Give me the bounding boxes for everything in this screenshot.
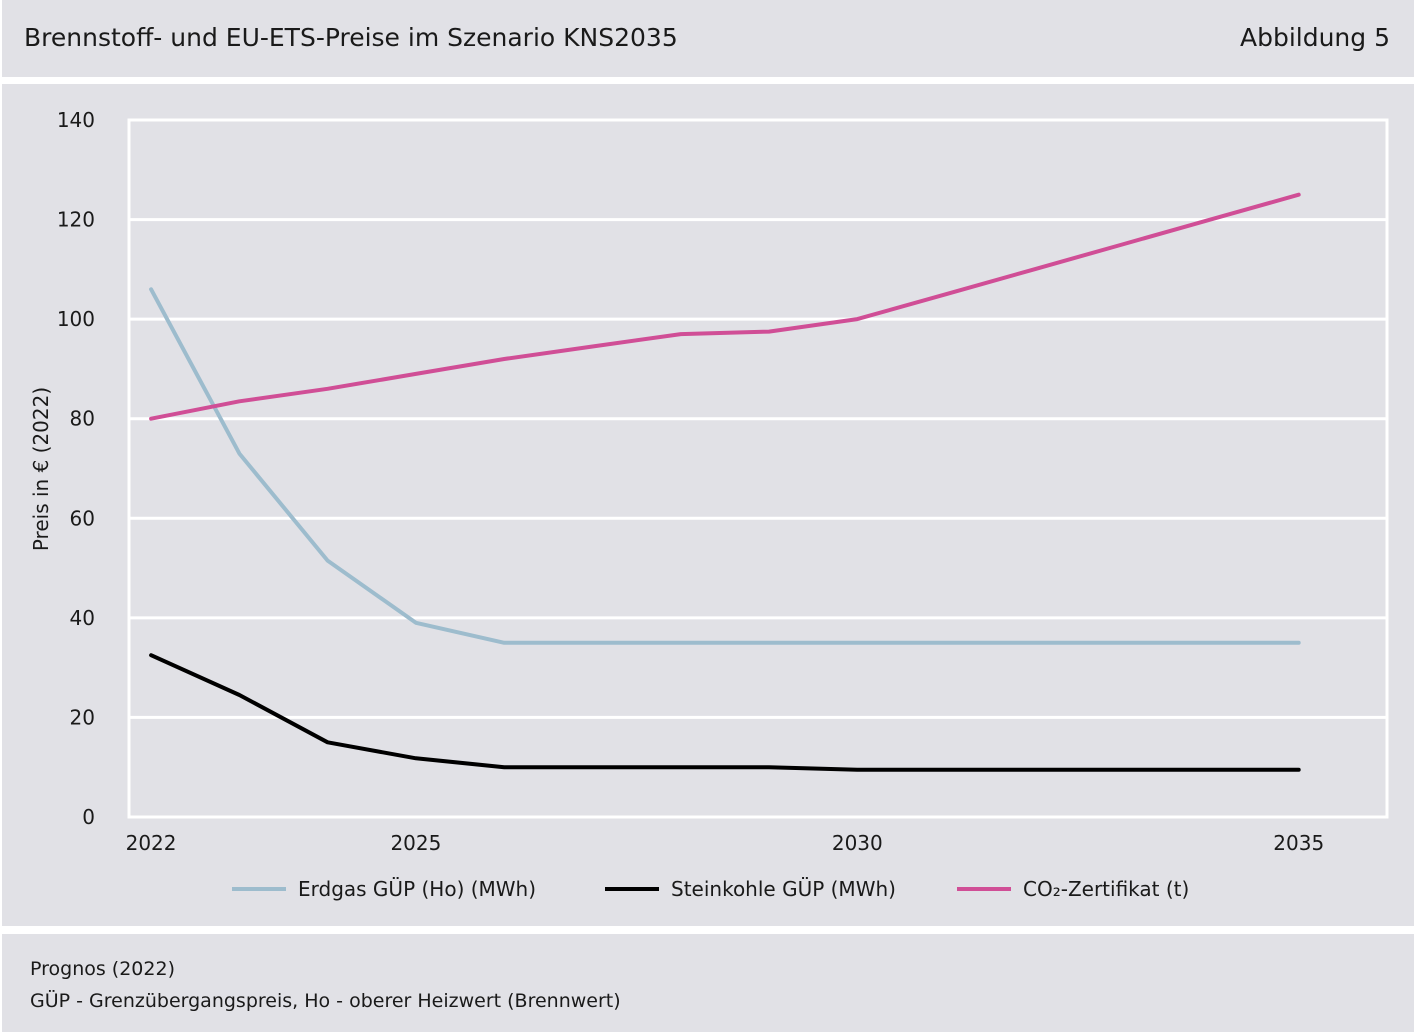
source-note: Prognos (2022)	[30, 958, 175, 980]
series-line-3	[149, 192, 1301, 421]
legend-label: Erdgas GÜP (Ho) (MWh)	[298, 877, 536, 901]
footer-bar: Prognos (2022) GÜP - Grenzübergangspreis…	[2, 934, 1414, 1032]
plot-frame	[127, 118, 1389, 819]
x-tick-label: 2030	[832, 831, 883, 855]
y-axis-label: Preis in € (2022)	[29, 387, 53, 551]
y-tick-label: 20	[70, 705, 95, 729]
y-tick-label: 80	[70, 407, 95, 431]
x-tick-label: 2025	[390, 831, 441, 855]
legend-label: Steinkohle GÜP (MWh)	[671, 877, 896, 901]
y-tick-label: 120	[57, 208, 95, 232]
series-line-2	[149, 653, 1301, 772]
legend-label: CO₂-Zertifikat (t)	[1023, 877, 1189, 901]
y-tick-label: 140	[57, 108, 95, 132]
x-tick-label: 2035	[1273, 831, 1324, 855]
header-bar: Brennstoff- und EU-ETS-Preise im Szenari…	[2, 0, 1414, 77]
line-chart: 0 20 40 60 80 100 120 140 2022 2025 2030 2035 Preis …	[29, 108, 1389, 901]
y-tick-label: 40	[70, 606, 95, 630]
figure-label: Abbildung 5	[1239, 23, 1390, 52]
chart-panel: 0 20 40 60 80 100 120 140 2022 2025 2030 2035 Preis …	[2, 84, 1414, 926]
y-tick-label: 60	[70, 506, 95, 530]
y-tick-label: 100	[57, 307, 95, 331]
y-tick-label: 0	[82, 805, 95, 829]
abbreviation-note: GÜP - Grenzübergangspreis, Ho - oberer H…	[30, 990, 621, 1012]
x-tick-label: 2022	[126, 831, 177, 855]
chart-title: Brennstoff- und EU-ETS-Preise im Szenari…	[24, 23, 678, 52]
series-line-1	[149, 287, 1301, 645]
